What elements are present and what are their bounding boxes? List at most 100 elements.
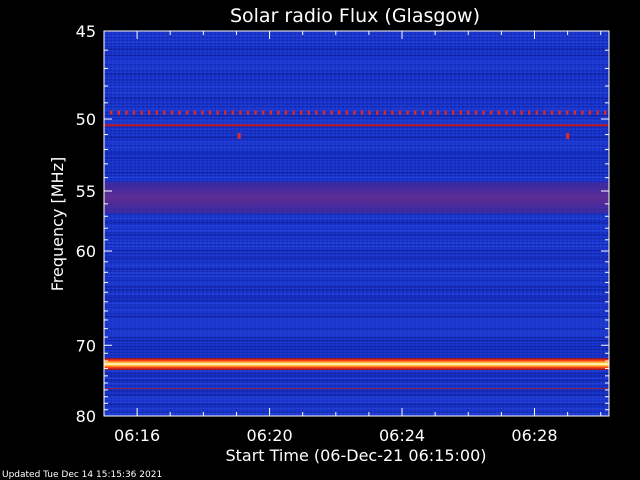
noise-stripe xyxy=(104,296,609,298)
noise-stripe xyxy=(104,403,609,406)
x-tick-label: 06:28 xyxy=(511,426,557,445)
noise-stripe xyxy=(104,97,609,100)
x-axis: 06:16 06:20 06:24 06:28 xyxy=(114,31,602,445)
noise-stripe xyxy=(104,147,609,149)
noise-stripe xyxy=(104,172,609,174)
burst-spots xyxy=(237,133,570,140)
burst-dot xyxy=(284,110,288,115)
burst-dot xyxy=(436,110,440,115)
noise-stripe xyxy=(104,246,609,248)
burst-dot xyxy=(368,110,371,115)
burst-dot xyxy=(429,110,432,115)
burst-dot xyxy=(239,110,242,115)
burst-dot xyxy=(178,110,181,115)
burst-dot xyxy=(490,110,493,115)
burst-dot xyxy=(353,110,356,115)
burst-dot xyxy=(421,110,424,115)
noise-stripe xyxy=(104,319,609,321)
burst-dot xyxy=(345,110,348,115)
burst-dot xyxy=(520,110,523,115)
burst-dot xyxy=(604,110,607,115)
noise-stripe xyxy=(104,238,609,240)
noise-stripe xyxy=(104,61,609,63)
burst-dot xyxy=(269,110,272,115)
noise-stripe xyxy=(104,115,609,117)
burst-dot xyxy=(330,110,333,115)
emission-bands xyxy=(104,110,609,390)
noise-stripe xyxy=(104,126,609,128)
noise-stripe xyxy=(104,289,609,292)
noise-stripe xyxy=(104,109,609,111)
burst-dot xyxy=(201,110,204,115)
noise-stripe xyxy=(104,131,609,133)
noise-stripe xyxy=(104,331,609,333)
noise-stripe xyxy=(104,286,609,288)
y-tick-label: 80 xyxy=(76,407,96,426)
burst-dot xyxy=(140,110,143,115)
plot-frame xyxy=(103,30,610,417)
burst-dot xyxy=(307,110,310,115)
noise-stripe xyxy=(104,249,609,252)
noise-stripe xyxy=(104,275,609,278)
noise-stripe xyxy=(104,392,609,394)
noise-stripe xyxy=(104,272,609,274)
noise-stripe xyxy=(104,162,609,164)
x-tick-label: 06:16 xyxy=(114,426,160,445)
burst-dot xyxy=(277,110,280,115)
noise-stripe xyxy=(104,370,609,372)
chart-title: Solar radio Flux (Glasgow) xyxy=(230,5,480,27)
burst-dot xyxy=(246,110,250,115)
noise-stripe xyxy=(104,351,609,353)
noise-stripe xyxy=(104,339,609,342)
noise-stripe xyxy=(104,410,609,412)
burst-dot xyxy=(186,110,189,115)
burst-dot xyxy=(398,110,402,115)
burst-dot xyxy=(573,110,576,115)
burst-dot xyxy=(482,110,485,115)
burst-dot xyxy=(360,110,364,115)
burst-dot xyxy=(208,110,212,115)
burst-dot xyxy=(588,110,592,115)
x-axis-label: Start Time (06-Dec-21 06:15:00) xyxy=(225,446,486,465)
burst-dot xyxy=(406,110,409,115)
burst-dot xyxy=(474,110,478,115)
burst-dot xyxy=(292,110,295,115)
noise-stripe xyxy=(104,303,609,305)
noise-stripe xyxy=(104,315,609,318)
noise-stripe xyxy=(104,342,609,345)
noise-stripe xyxy=(104,309,609,311)
noise-stripe xyxy=(104,217,609,219)
noise-stripe xyxy=(104,230,609,232)
noise-stripe xyxy=(104,372,609,374)
burst-dot xyxy=(170,110,174,115)
burst-dot xyxy=(383,110,386,115)
noise-stripe xyxy=(104,401,609,403)
noise-stripe xyxy=(104,142,609,144)
noise-stripe xyxy=(104,41,609,43)
burst-dot xyxy=(459,110,462,115)
burst-dot xyxy=(338,110,341,115)
burst-spot xyxy=(237,133,241,140)
burst-dot xyxy=(132,110,136,115)
band-72-4mhz xyxy=(104,358,609,371)
burst-dot xyxy=(566,110,569,115)
noise-stripe xyxy=(104,54,609,56)
noise-stripe xyxy=(104,157,609,159)
burst-dot xyxy=(467,110,470,115)
noise-stripe xyxy=(104,408,609,410)
noise-stripe xyxy=(104,221,609,223)
burst-dot xyxy=(505,110,508,115)
burst-dot xyxy=(125,110,128,115)
noise-stripe xyxy=(104,242,609,244)
burst-dot xyxy=(414,110,417,115)
burst-dot xyxy=(216,110,219,115)
noise-stripe xyxy=(104,264,609,267)
y-tick-label: 60 xyxy=(76,242,96,261)
noise-stripe xyxy=(104,253,609,255)
noise-stripe xyxy=(104,406,609,408)
noise-stripe xyxy=(104,306,609,308)
burst-dot xyxy=(231,110,234,115)
noise-stripe xyxy=(104,397,609,399)
noise-stripe xyxy=(104,103,609,105)
noise-stripe xyxy=(104,293,609,295)
